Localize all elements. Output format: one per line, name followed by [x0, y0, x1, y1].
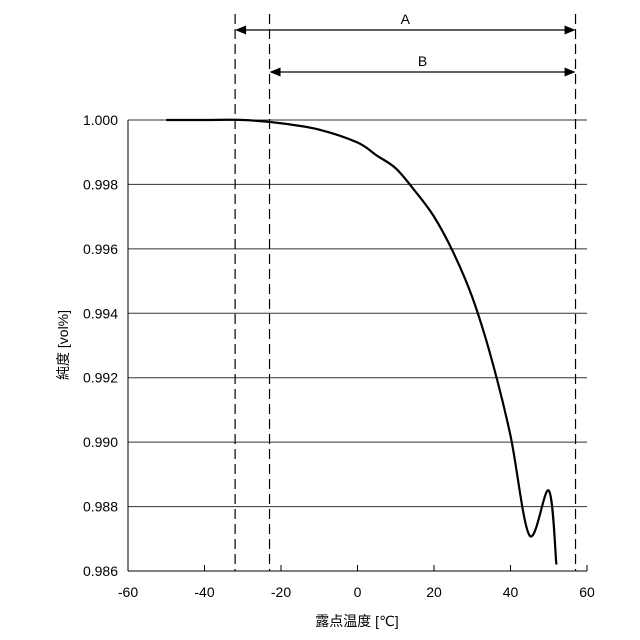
- x-tick-label: 60: [579, 584, 595, 600]
- series-line: [166, 118, 558, 565]
- y-gridlines: [128, 119, 587, 572]
- range-markers: AB: [234, 11, 577, 571]
- range-arrowhead-right: [564, 67, 576, 77]
- y-tick-label: 0.988: [83, 499, 118, 515]
- range-arrowhead-right: [564, 25, 576, 35]
- x-tick-label: 20: [426, 584, 442, 600]
- range-label: A: [401, 11, 411, 27]
- y-tick-label: 0.990: [83, 434, 118, 450]
- y-tick-label: 0.986: [83, 563, 118, 579]
- y-tick-label: 0.996: [83, 241, 118, 257]
- x-tick-label: 40: [503, 584, 519, 600]
- y-axis-title: 純度 [vol%]: [55, 310, 71, 380]
- y-tick-label: 0.998: [83, 176, 118, 192]
- x-tick-label: 0: [354, 584, 362, 600]
- range-label: B: [418, 53, 427, 69]
- y-tick-labels: 1.000 0.998 0.996 0.994 0.992 0.990 0.988 0.986: [83, 112, 118, 579]
- x-tick-labels: -60 -40 -20 0 20 40 60: [118, 584, 595, 600]
- range-arrowhead-left: [269, 67, 281, 77]
- x-tick-label: -20: [271, 584, 291, 600]
- range-arrowhead-left: [235, 25, 247, 35]
- x-tick-label: -40: [194, 584, 214, 600]
- x-tick-marks: [127, 565, 588, 571]
- y-tick-label: 1.000: [83, 112, 118, 128]
- y-tick-label: 0.994: [83, 305, 118, 321]
- y-tick-label: 0.992: [83, 370, 118, 386]
- x-axis-title: 露点温度 [℃]: [315, 613, 398, 629]
- x-tick-label: -60: [118, 584, 138, 600]
